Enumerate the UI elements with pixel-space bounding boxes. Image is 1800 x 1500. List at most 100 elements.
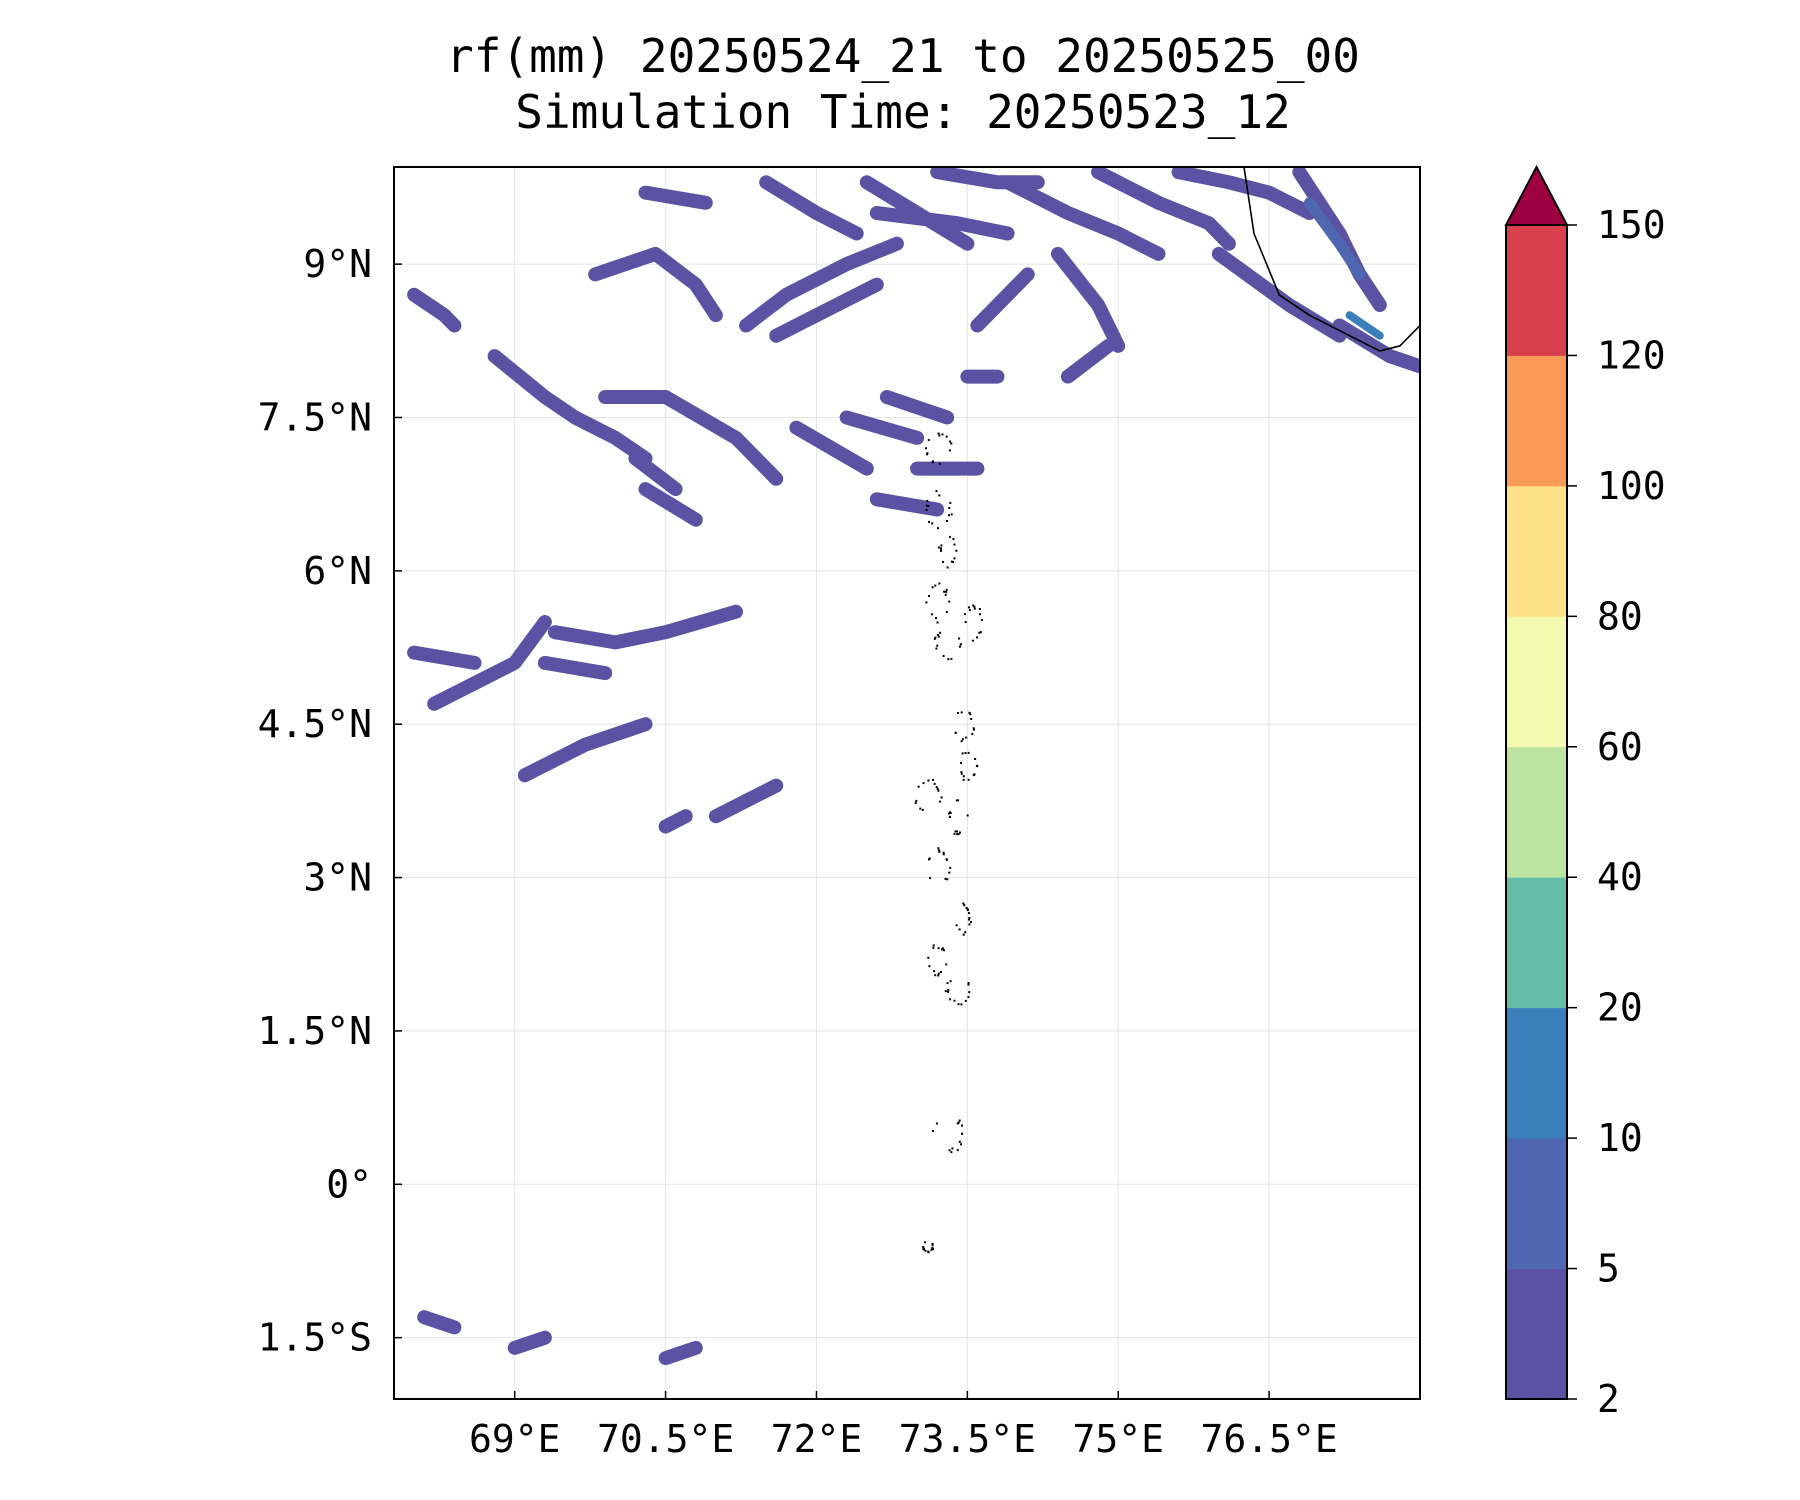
- y-tick-label: 9°N: [303, 242, 372, 286]
- rain-band: [537, 655, 613, 681]
- island-dot: [962, 775, 965, 778]
- island-dot: [958, 637, 961, 640]
- colorbar-segment: [1506, 746, 1567, 878]
- island-dot: [931, 1246, 934, 1249]
- island-dot: [972, 604, 975, 607]
- island-dot: [955, 549, 958, 552]
- colorbar-tick-label: 40: [1597, 855, 1643, 899]
- island-dot: [946, 878, 949, 881]
- island-dot: [928, 965, 931, 968]
- island-dot: [927, 779, 930, 782]
- island-dot: [932, 460, 934, 463]
- island-dot: [949, 998, 952, 1001]
- island-dot: [965, 907, 968, 909]
- island-dot: [957, 833, 960, 835]
- y-tick-label: 1.5°S: [258, 1316, 372, 1360]
- island-dot: [937, 947, 940, 950]
- colorbar-frame: [1505, 224, 1568, 1400]
- island-dot: [933, 637, 936, 640]
- island-dot: [960, 771, 963, 774]
- rain-band: [739, 236, 904, 333]
- colorbar-segment: [1506, 877, 1567, 1009]
- island-dot: [972, 727, 975, 730]
- island-dot: [967, 983, 970, 986]
- colorbar-tick-label: 5: [1597, 1247, 1620, 1291]
- island-dot: [942, 853, 945, 856]
- island-dot: [943, 590, 946, 593]
- rain-band: [970, 267, 1035, 333]
- island-dot: [948, 871, 951, 874]
- island-dot: [949, 440, 952, 443]
- island-dot: [948, 815, 951, 818]
- rain-band: [638, 482, 703, 527]
- island-dot: [968, 606, 970, 609]
- island-dot: [937, 972, 940, 975]
- island-dot: [956, 1122, 959, 1125]
- rain-band: [1303, 197, 1366, 280]
- island-dot: [946, 982, 949, 985]
- colorbar-tick-label: 120: [1597, 333, 1666, 377]
- island-dot: [935, 786, 938, 789]
- colorbar-tick-label: 20: [1597, 986, 1643, 1030]
- island-dot: [928, 858, 930, 861]
- island-dot: [978, 631, 981, 634]
- island-dot: [915, 799, 918, 802]
- island-dot: [958, 645, 961, 648]
- island-dot: [927, 1250, 930, 1253]
- island-dot: [937, 789, 940, 792]
- island-dot: [944, 593, 947, 596]
- rain-band: [628, 451, 683, 497]
- island-dot: [933, 970, 936, 973]
- island-dot: [967, 996, 970, 998]
- rain-band: [1211, 246, 1347, 343]
- island-dot: [941, 433, 944, 436]
- island-dot: [955, 924, 958, 927]
- rain-band: [598, 390, 784, 486]
- island-dot: [961, 1124, 963, 1127]
- x-axis: 69°E 70.5°E 72°E 73.5°E 75°E 76.5°E: [469, 1391, 1338, 1461]
- island-dot: [959, 831, 961, 834]
- island-dot: [942, 851, 945, 854]
- island-dot: [968, 991, 971, 994]
- island-dot: [938, 462, 941, 465]
- island-dot: [967, 751, 970, 754]
- island-dot: [952, 538, 955, 541]
- island-dot: [973, 605, 976, 608]
- island-dot: [935, 490, 938, 493]
- island-dot: [942, 655, 945, 657]
- island-dot: [931, 586, 934, 589]
- plot-frame: [393, 166, 1421, 1400]
- island-dot: [948, 600, 951, 603]
- island-dot: [935, 1122, 938, 1125]
- colorbar-segment: [1506, 616, 1567, 748]
- rain-band: [517, 717, 653, 783]
- island-dot: [947, 812, 950, 815]
- island-dot: [922, 1246, 925, 1248]
- island-dot: [938, 494, 941, 497]
- island-dot: [945, 963, 948, 966]
- island-dot: [925, 601, 928, 604]
- rain-band: [407, 645, 482, 670]
- island-dot: [960, 772, 963, 775]
- rain-band: [869, 206, 1015, 241]
- island-dot: [961, 1132, 964, 1135]
- rain-band: [487, 349, 653, 466]
- island-dot: [963, 904, 966, 907]
- island-dot: [931, 1242, 934, 1245]
- island-dot: [960, 740, 963, 743]
- rain-band: [1332, 318, 1420, 374]
- rain-band: [1345, 311, 1384, 340]
- x-tick-label: 75°E: [1072, 1417, 1164, 1461]
- rain-band: [869, 492, 945, 517]
- island-dot: [960, 711, 963, 714]
- x-tick-label: 69°E: [469, 1417, 561, 1461]
- island-dot: [940, 796, 943, 799]
- island-dot: [956, 1149, 959, 1152]
- rain-band: [708, 778, 784, 824]
- rain-band: [789, 420, 874, 476]
- island-dot: [974, 758, 977, 760]
- island-dot: [932, 944, 935, 947]
- island-dot: [924, 1249, 927, 1252]
- island-dot: [950, 442, 953, 445]
